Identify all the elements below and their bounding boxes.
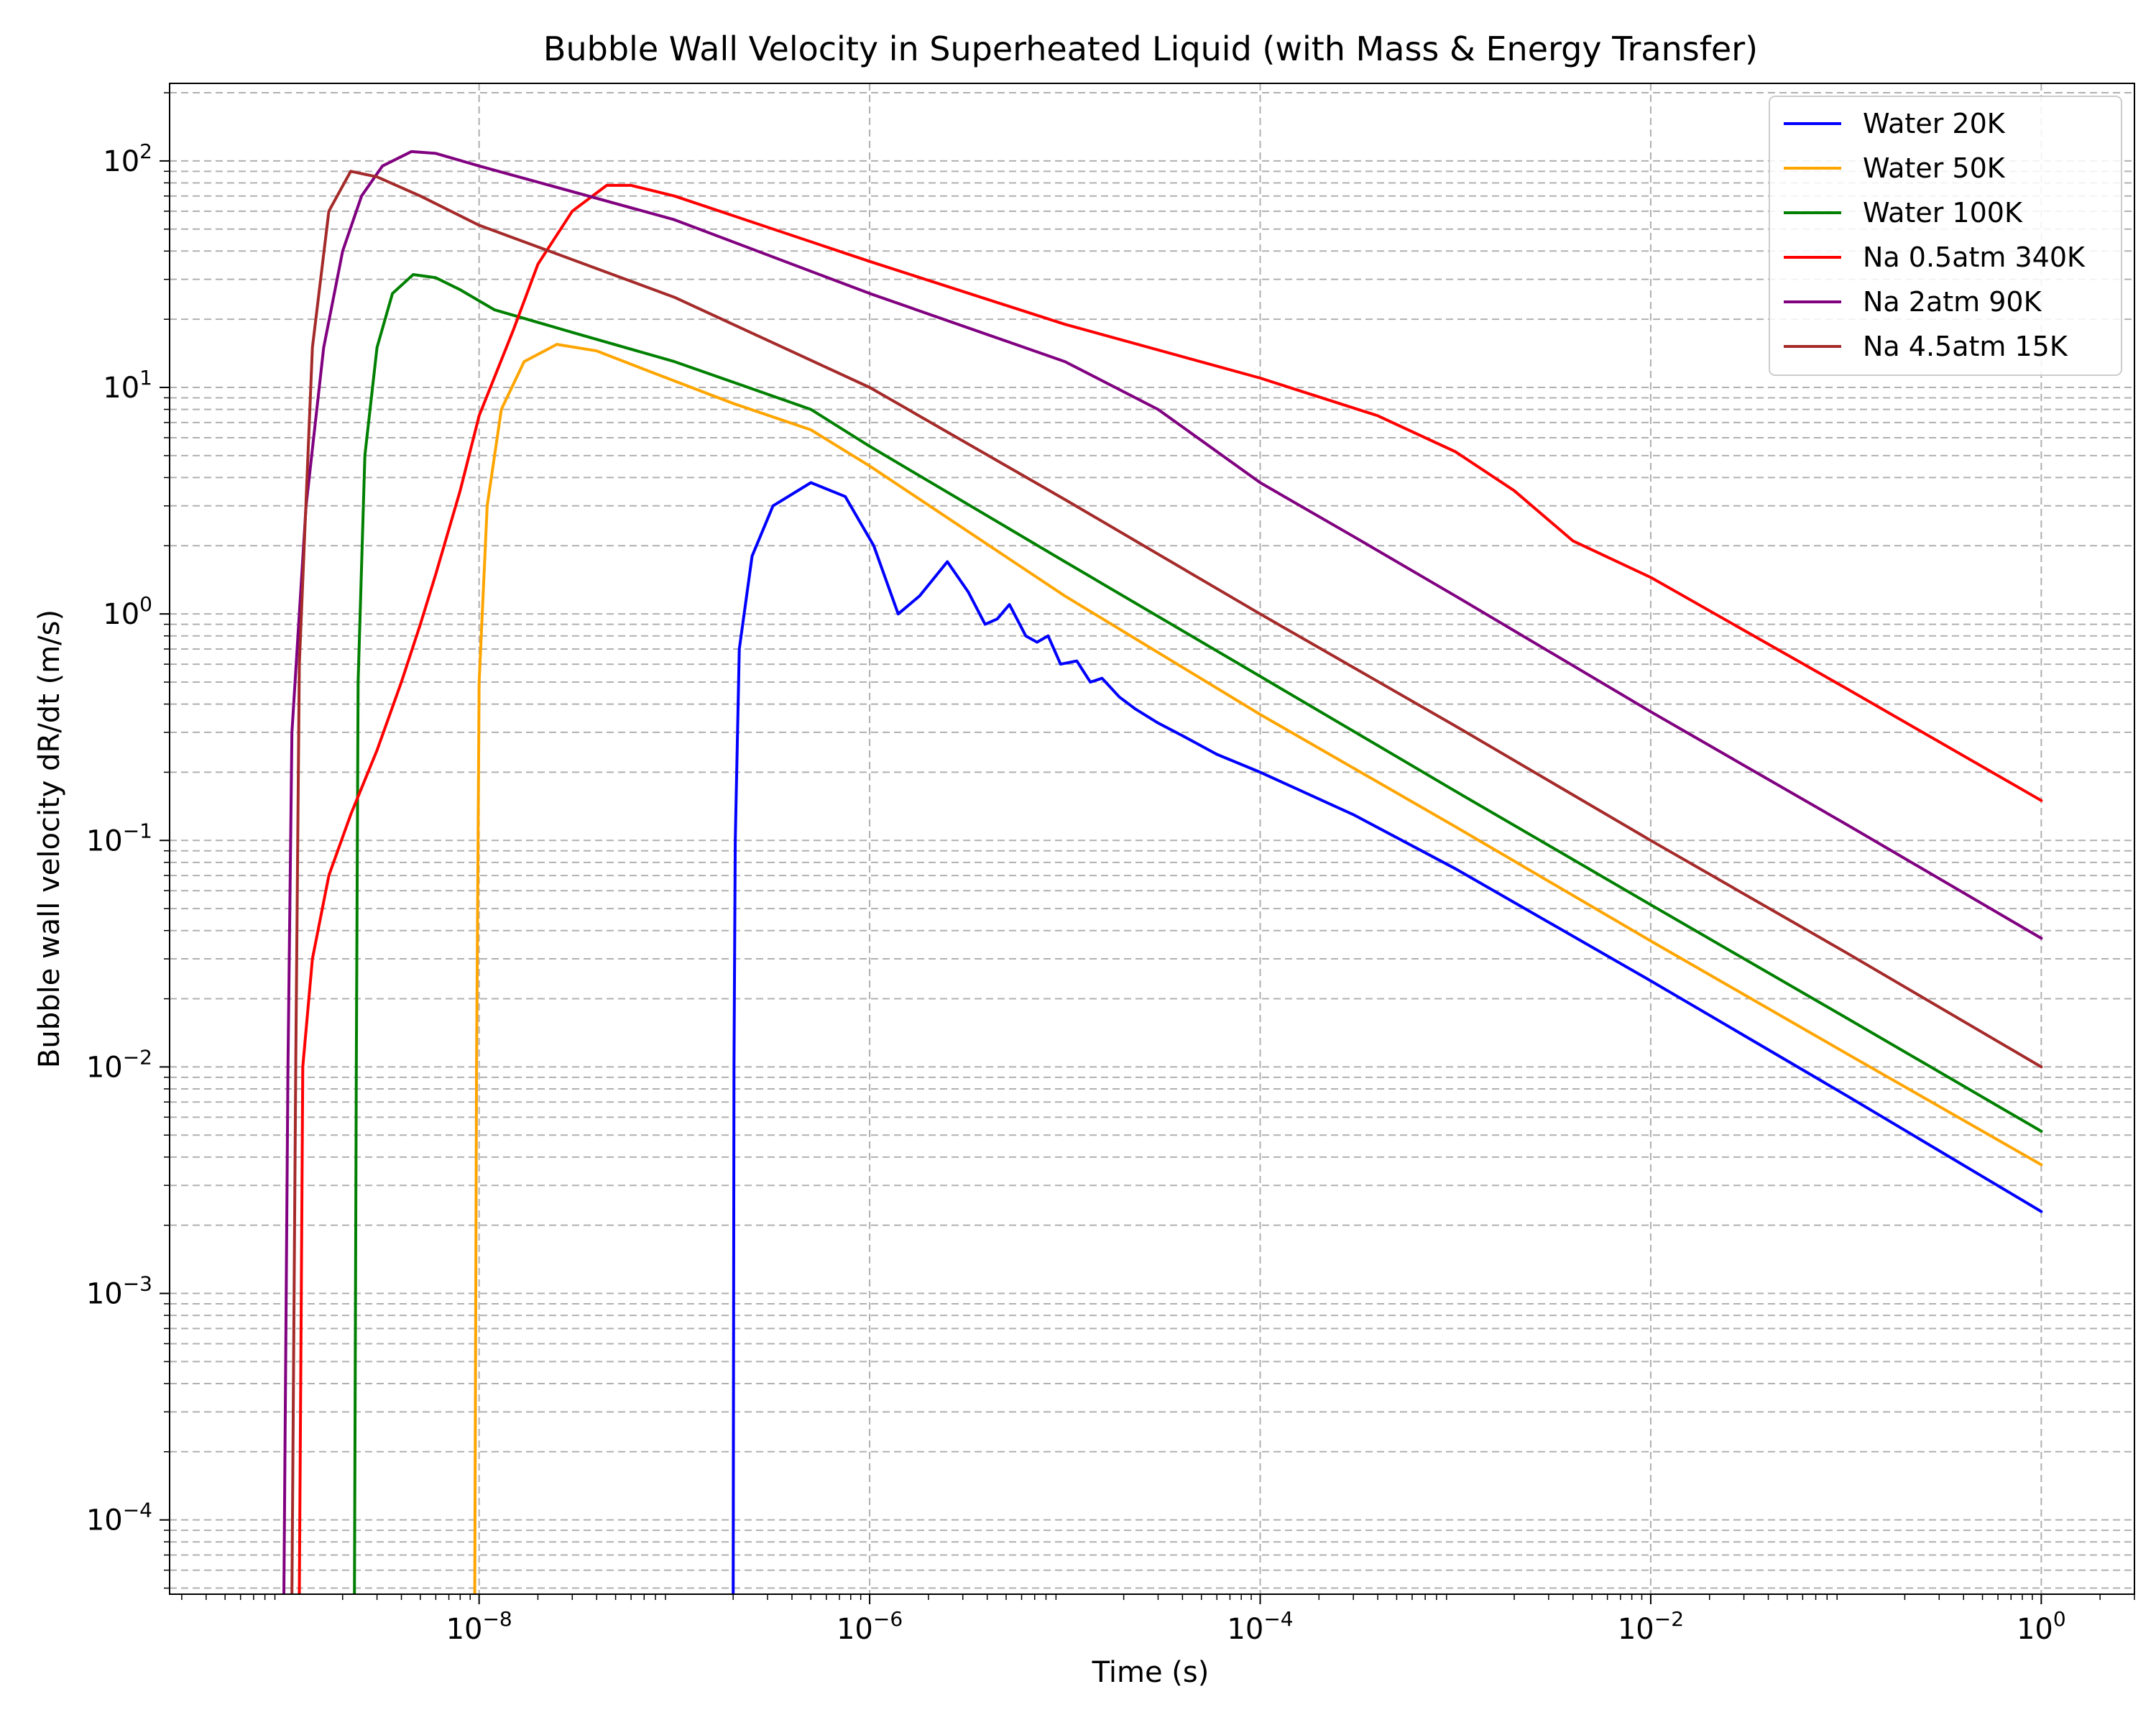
series-line [282,150,2043,1594]
x-axis-title: Time (s) [1092,1656,1210,1689]
y-tick-label: 102 [103,139,152,178]
y-tick-label: 10−1 [86,819,152,857]
series-line [353,273,2043,1594]
legend-box [1769,96,2122,376]
plot-frame [169,83,2135,1595]
y-tick-label: 100 [103,592,152,631]
chart-title: Bubble Wall Velocity in Superheated Liqu… [543,29,1758,68]
legend-label: Water 50K [1863,152,2006,184]
x-tick-label: 10−8 [446,1607,512,1646]
x-tick-label: 10−4 [1227,1607,1293,1646]
series-line [290,170,2043,1594]
grid-lines [170,83,2134,1594]
series-line [473,343,2043,1594]
y-axis-title: Bubble wall velocity dR/dt (m/s) [33,610,66,1068]
series-line [298,183,2043,1594]
series-lines [282,150,2043,1594]
y-tick-label: 10−3 [86,1272,152,1311]
y-tick-label: 10−2 [86,1045,152,1084]
axis-ticks: 10−8 10−6 10−4 10−2 100 10−4 10−3 10−2 10−1 100 10… [86,92,2135,1646]
legend-label: Na 2atm 90K [1863,286,2042,318]
y-tick-label: 101 [103,366,152,405]
x-tick-label: 10−2 [1618,1607,1684,1646]
legend-label: Na 0.5atm 340K [1863,242,2086,273]
legend-label: Water 20K [1863,108,2006,139]
legend-label: Water 100K [1863,197,2023,229]
legend: Water 20K Water 50K Water 100K Na 0.5atm 34… [1769,96,2122,376]
series-line [732,481,2043,1594]
y-tick-label: 10−4 [86,1499,152,1537]
x-tick-label: 10−6 [837,1607,903,1646]
x-tick-label: 100 [2017,1607,2066,1646]
legend-label: Na 4.5atm 15K [1863,331,2068,362]
